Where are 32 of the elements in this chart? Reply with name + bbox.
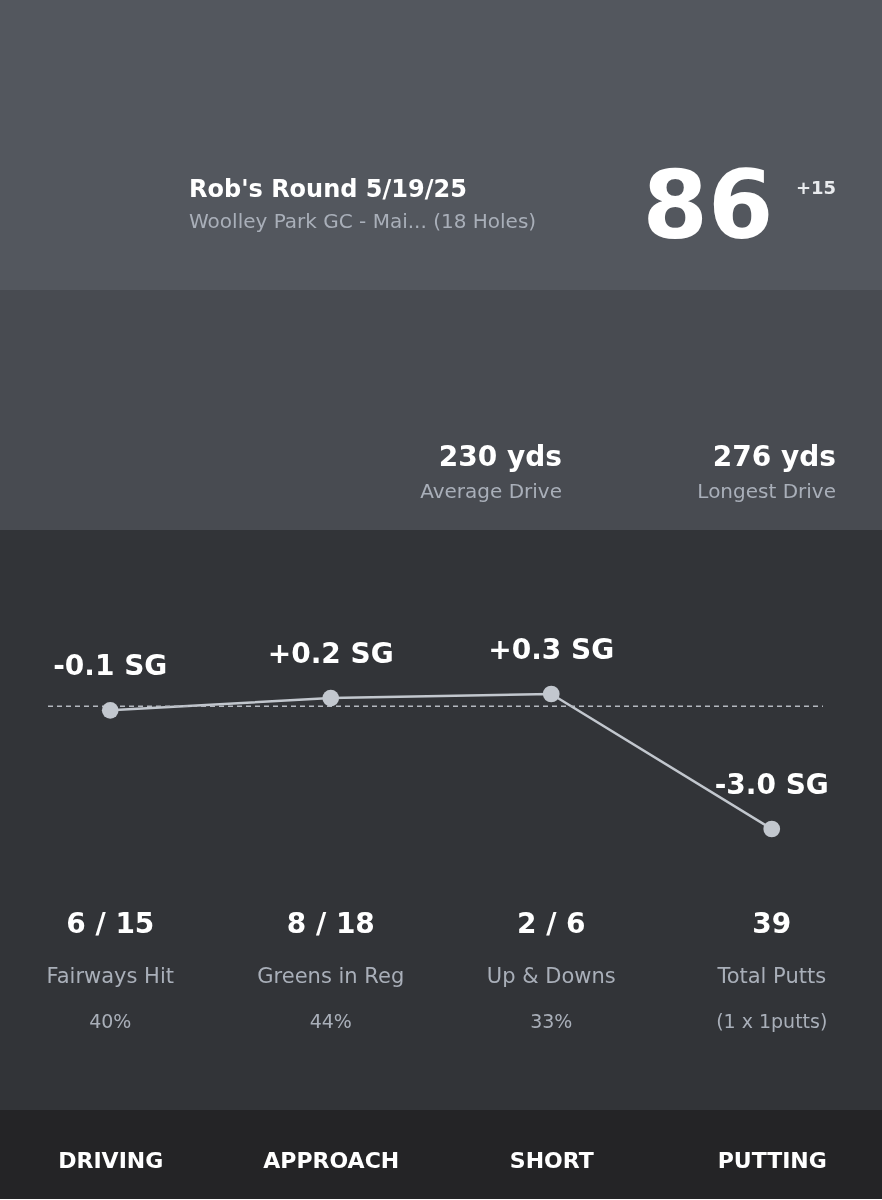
- data-label: +0.3 SG: [488, 633, 615, 666]
- text: 44%: [309, 1010, 352, 1032]
- text: Longest Drive: [697, 479, 836, 503]
- text: 276 yds: [712, 440, 836, 473]
- text: 6 / 15: [66, 907, 155, 940]
- text: Up & Downs: [486, 964, 616, 988]
- text: 8 / 18: [286, 907, 375, 940]
- text: 230 yds: [438, 440, 562, 473]
- text: Greens in Reg: [257, 964, 405, 988]
- text: Rob's Round 5/19/25: [189, 175, 467, 203]
- text: 40%: [89, 1010, 132, 1032]
- data-label: -0.1 SG: [53, 649, 168, 683]
- text: 2 / 6: [516, 907, 586, 940]
- data-label: -3.0 SG: [714, 768, 829, 801]
- text: Woolley Park GC - Mai... (18 Holes): [189, 209, 537, 233]
- text: Total Putts: [716, 964, 827, 988]
- text: (1 x 1putts): [716, 1010, 828, 1032]
- text: 86: [642, 151, 774, 260]
- text: +15: [795, 177, 837, 198]
- data-label: +0.2 SG: [267, 637, 394, 671]
- point: [763, 820, 781, 838]
- x-tick-label: PUTTING: [717, 1147, 827, 1173]
- text: Average Drive: [420, 479, 562, 503]
- x-tick-label: DRIVING: [58, 1147, 164, 1173]
- point: [101, 702, 119, 719]
- point: [542, 685, 560, 703]
- x-tick-label: APPROACH: [263, 1147, 400, 1173]
- text: 33%: [530, 1010, 573, 1032]
- point: [322, 689, 340, 707]
- x-tick-label: SHORT: [509, 1147, 594, 1173]
- text: Fairways Hit: [46, 964, 174, 988]
- text: 39: [752, 907, 792, 940]
